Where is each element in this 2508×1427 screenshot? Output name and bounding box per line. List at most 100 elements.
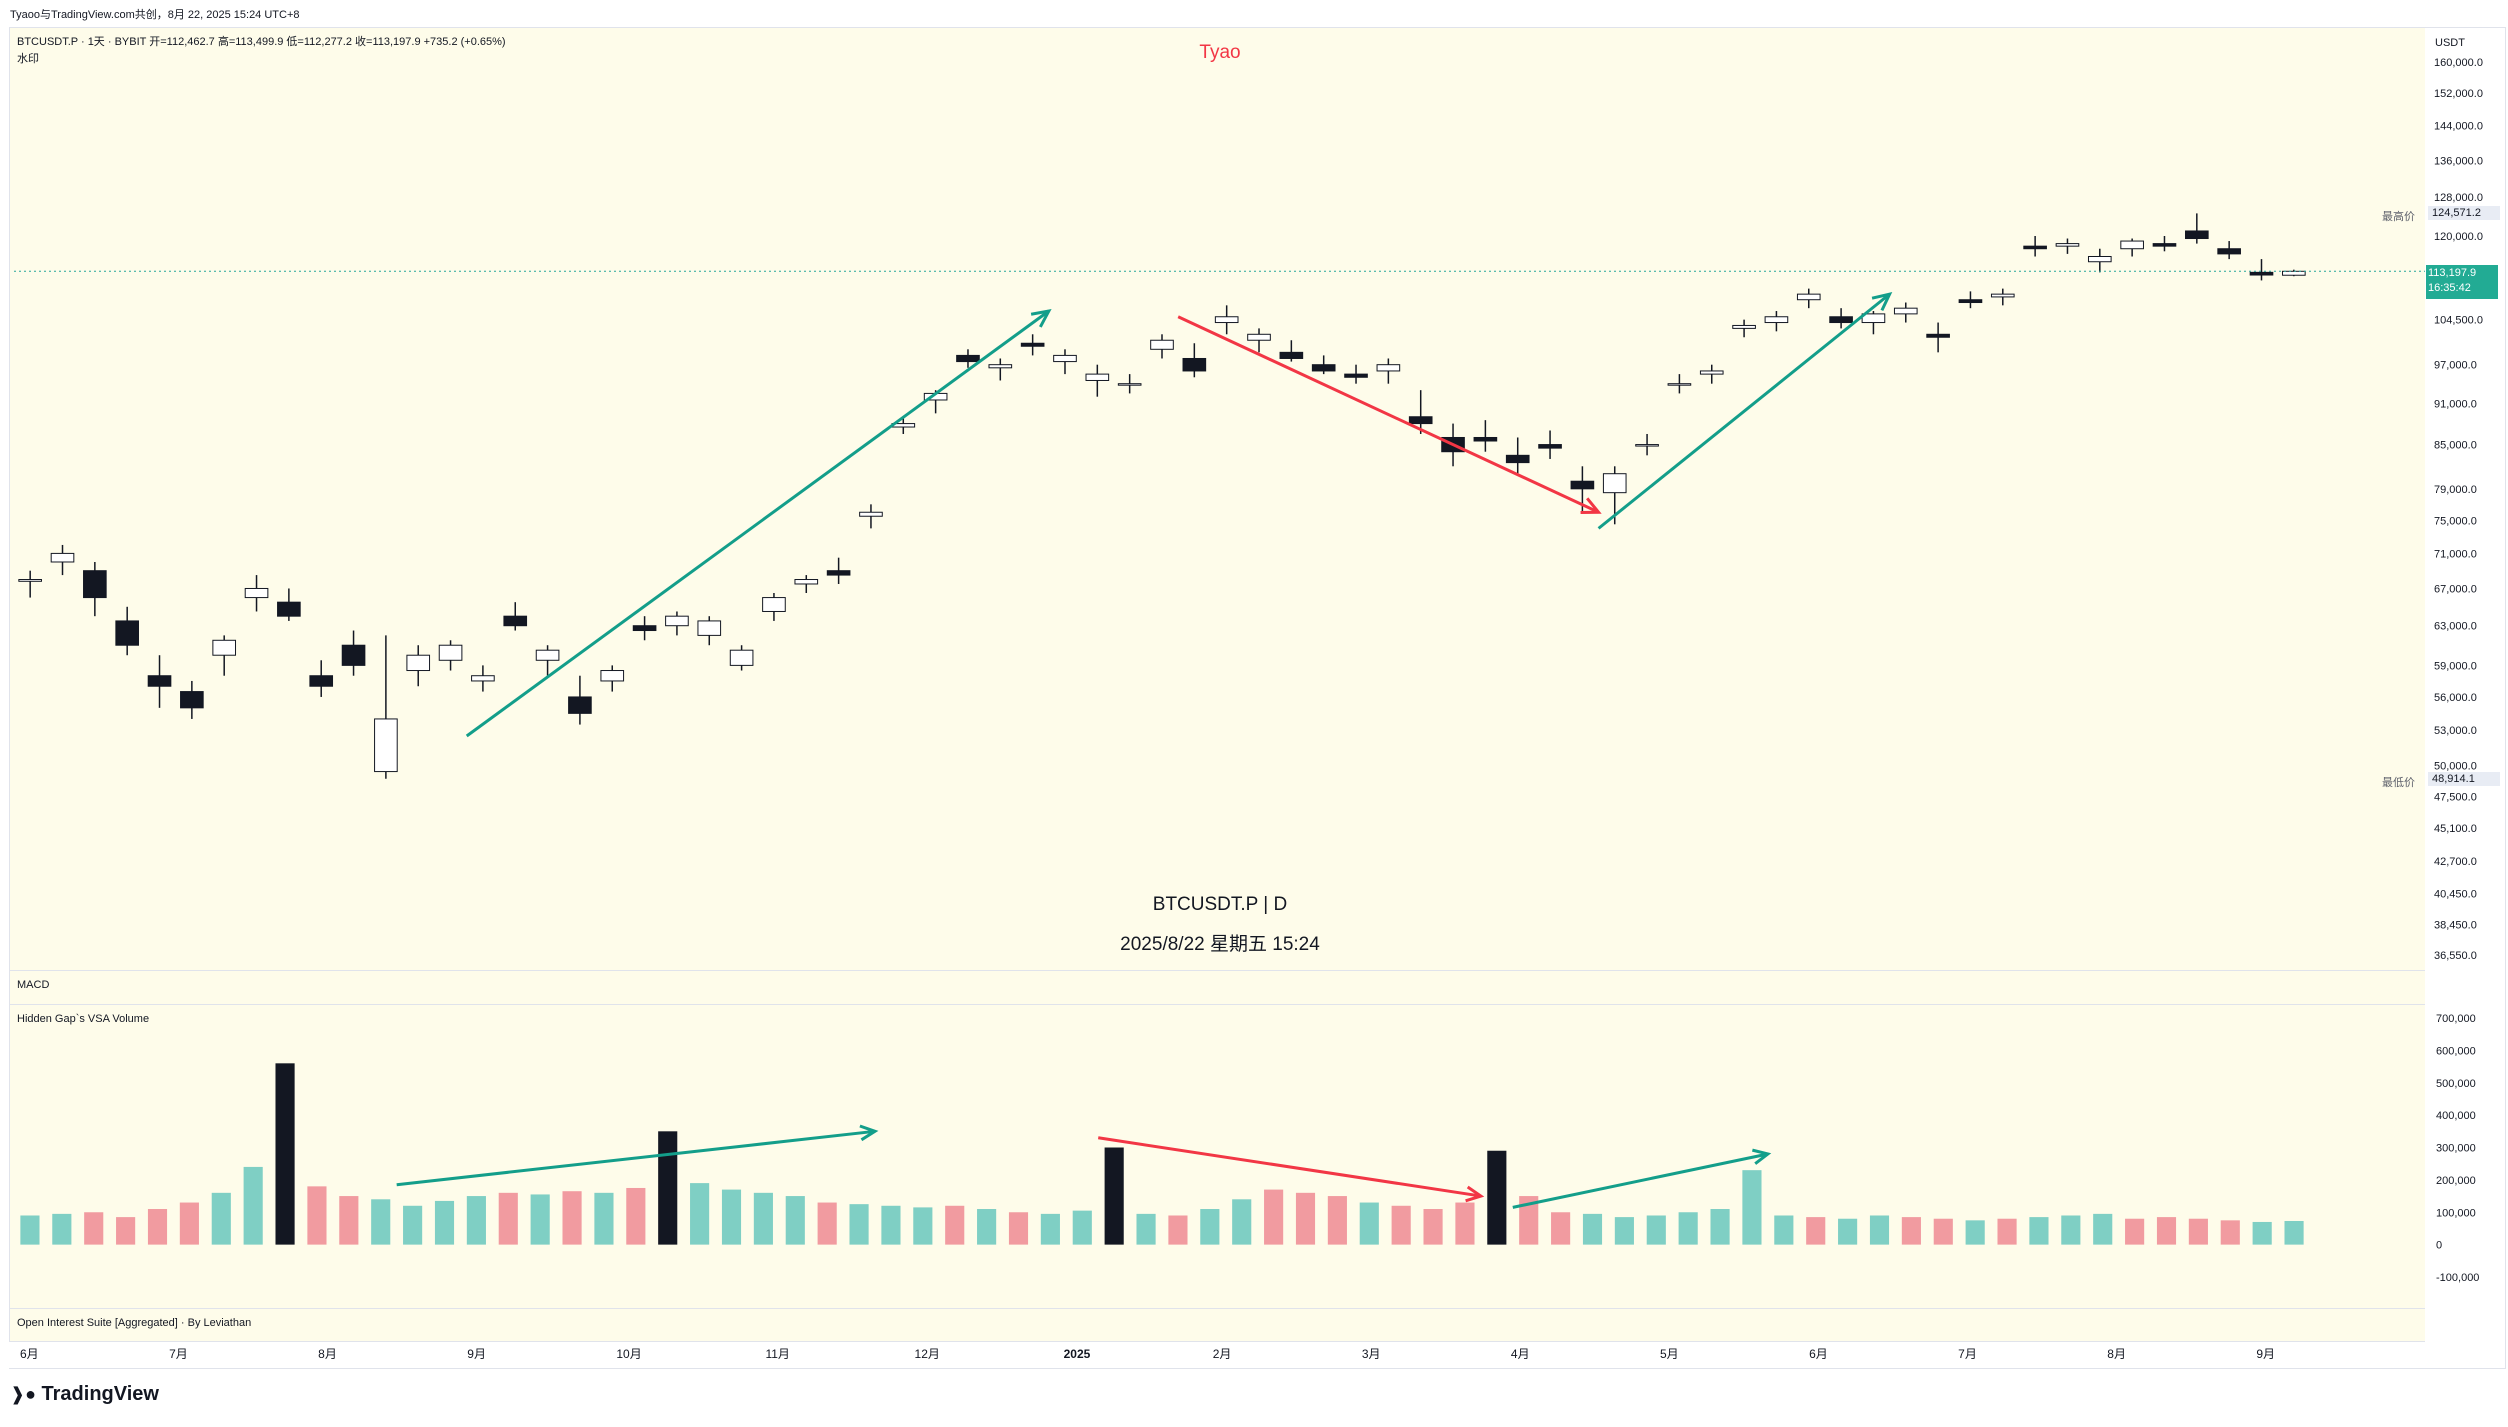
- high-price-tag: 124,571.2: [2428, 206, 2500, 220]
- candle-body: [83, 570, 107, 599]
- volume-bar: [84, 1212, 104, 1245]
- watermark-legend[interactable]: 水印: [17, 53, 39, 65]
- candle-body: [1150, 339, 1174, 350]
- volume-bar: [1487, 1150, 1507, 1245]
- candle-body: [1117, 383, 1142, 386]
- oi-legend[interactable]: Open Interest Suite [Aggregated] · By Le…: [17, 1317, 252, 1329]
- price-tick-label: 97,000.0: [2434, 360, 2477, 372]
- candle-body: [1020, 342, 1045, 347]
- volume-bar: [626, 1187, 646, 1245]
- volume-bar: [2252, 1221, 2272, 1245]
- pane-separator-oi[interactable]: [9, 1308, 2425, 1309]
- candle-body: [1505, 454, 1530, 464]
- time-tick-label: 7月: [169, 1347, 188, 1361]
- candle-body: [988, 364, 1013, 369]
- vsa-legend[interactable]: Hidden Gap`s VSA Volume: [17, 1013, 150, 1025]
- volume-bar: [530, 1194, 550, 1245]
- volume-bar: [2156, 1217, 2177, 1245]
- volume-bar: [1168, 1215, 1188, 1245]
- time-tick-label: 8月: [318, 1347, 337, 1361]
- volume-bar: [1614, 1217, 1634, 1245]
- volume-arrow-up-2: [1512, 1152, 1769, 1209]
- symbol-legend[interactable]: BTCUSDT.P · 1天 · BYBIT 开=112,462.7 高=113…: [17, 36, 506, 48]
- volume-bar: [307, 1186, 327, 1245]
- volume-tick-label: 0: [2436, 1240, 2442, 1252]
- price-tick-label: 56,000.0: [2434, 692, 2477, 704]
- candle-body: [600, 670, 625, 682]
- volume-tick-label: 700,000: [2436, 1013, 2476, 1025]
- trend-arrow-down: [1177, 315, 1600, 514]
- price-tick-label: 144,000.0: [2434, 121, 2483, 133]
- candle-body: [665, 615, 689, 627]
- candle-body: [535, 649, 560, 661]
- candle-body: [2152, 243, 2177, 247]
- volume-tick-label: -100,000: [2436, 1272, 2479, 1284]
- pane-separator-vsa[interactable]: [9, 1004, 2425, 1005]
- candle-body: [212, 639, 237, 656]
- candle-body: [1893, 307, 1918, 315]
- volume-bar: [1997, 1218, 2017, 1245]
- volume-tick-label: 500,000: [2436, 1078, 2476, 1090]
- volume-bar: [1582, 1213, 1603, 1245]
- price-tick-label: 50,000.0: [2434, 760, 2477, 772]
- price-tick-label: 38,450.0: [2434, 919, 2477, 931]
- trend-arrow-up-1: [465, 309, 1050, 738]
- candle-body: [1796, 293, 1821, 301]
- volume-bar: [211, 1192, 231, 1245]
- volume-bar: [1423, 1209, 1443, 1245]
- time-tick-label: 4月: [1511, 1347, 1530, 1361]
- candle-body: [1344, 373, 1368, 378]
- candle-body: [1311, 364, 1336, 372]
- volume-bar: [147, 1209, 168, 1245]
- price-tick-label: 42,700.0: [2434, 856, 2477, 868]
- candle-body: [1990, 293, 2015, 298]
- candle-body: [1376, 364, 1401, 372]
- volume-bar: [1869, 1215, 1890, 1245]
- price-tick-label: 47,500.0: [2434, 792, 2477, 804]
- candle-body: [50, 552, 75, 563]
- volume-bar: [1327, 1196, 1347, 1245]
- volume-arrow-up-2-head: [1751, 1148, 1772, 1165]
- volume-bar: [881, 1205, 901, 1245]
- price-tick-label: 36,550.0: [2434, 950, 2477, 962]
- macd-legend[interactable]: MACD: [17, 979, 50, 991]
- trend-arrow-down-head: [1580, 497, 1602, 515]
- candle-body: [762, 597, 786, 612]
- price-tick-label: 152,000.0: [2434, 88, 2483, 100]
- price-axis[interactable]: [2425, 27, 2506, 1369]
- volume-bar: [116, 1217, 136, 1245]
- candle-body: [1182, 357, 1207, 372]
- price-tick-label: 67,000.0: [2434, 583, 2477, 595]
- time-tick-label: 3月: [1362, 1347, 1381, 1361]
- volume-bar: [2061, 1215, 2081, 1245]
- volume-arrow-down-head: [1465, 1185, 1485, 1203]
- chart-frame[interactable]: [9, 27, 2426, 1369]
- low-price-label: 最低价: [2382, 777, 2415, 789]
- candle-body: [147, 675, 172, 687]
- volume-arrow-up-1: [396, 1129, 876, 1187]
- volume-bar: [562, 1191, 582, 1245]
- volume-bar: [721, 1189, 742, 1245]
- pane-separator-macd[interactable]: [9, 970, 2425, 971]
- volume-bar: [1710, 1209, 1730, 1245]
- volume-bar: [498, 1192, 518, 1245]
- candle-body: [632, 625, 657, 632]
- volume-bar: [1295, 1192, 1316, 1245]
- candle-body: [794, 579, 819, 585]
- volume-bar: [913, 1207, 933, 1245]
- last-price-tag: 113,197.9 16:35:42: [2426, 265, 2498, 299]
- tradingview-logo[interactable]: ❱● TradingView: [10, 1383, 159, 1406]
- volume-bar: [1774, 1215, 1794, 1245]
- time-axis[interactable]: [9, 1341, 2425, 1368]
- volume-bar: [1232, 1199, 1252, 1245]
- time-tick-label: 11月: [765, 1347, 789, 1361]
- candle-body: [438, 644, 463, 661]
- volume-bar: [434, 1200, 455, 1245]
- low-price-tag: 48,914.1: [2428, 772, 2500, 786]
- volume-bar: [785, 1196, 805, 1245]
- candle-body: [1861, 313, 1886, 324]
- candle-body: [115, 620, 140, 646]
- chart-title: Tyaoo与TradingView.com共创，8月 22, 2025 15:2…: [10, 9, 300, 21]
- volume-bar: [1072, 1210, 1092, 1245]
- volume-bar: [1806, 1217, 1826, 1245]
